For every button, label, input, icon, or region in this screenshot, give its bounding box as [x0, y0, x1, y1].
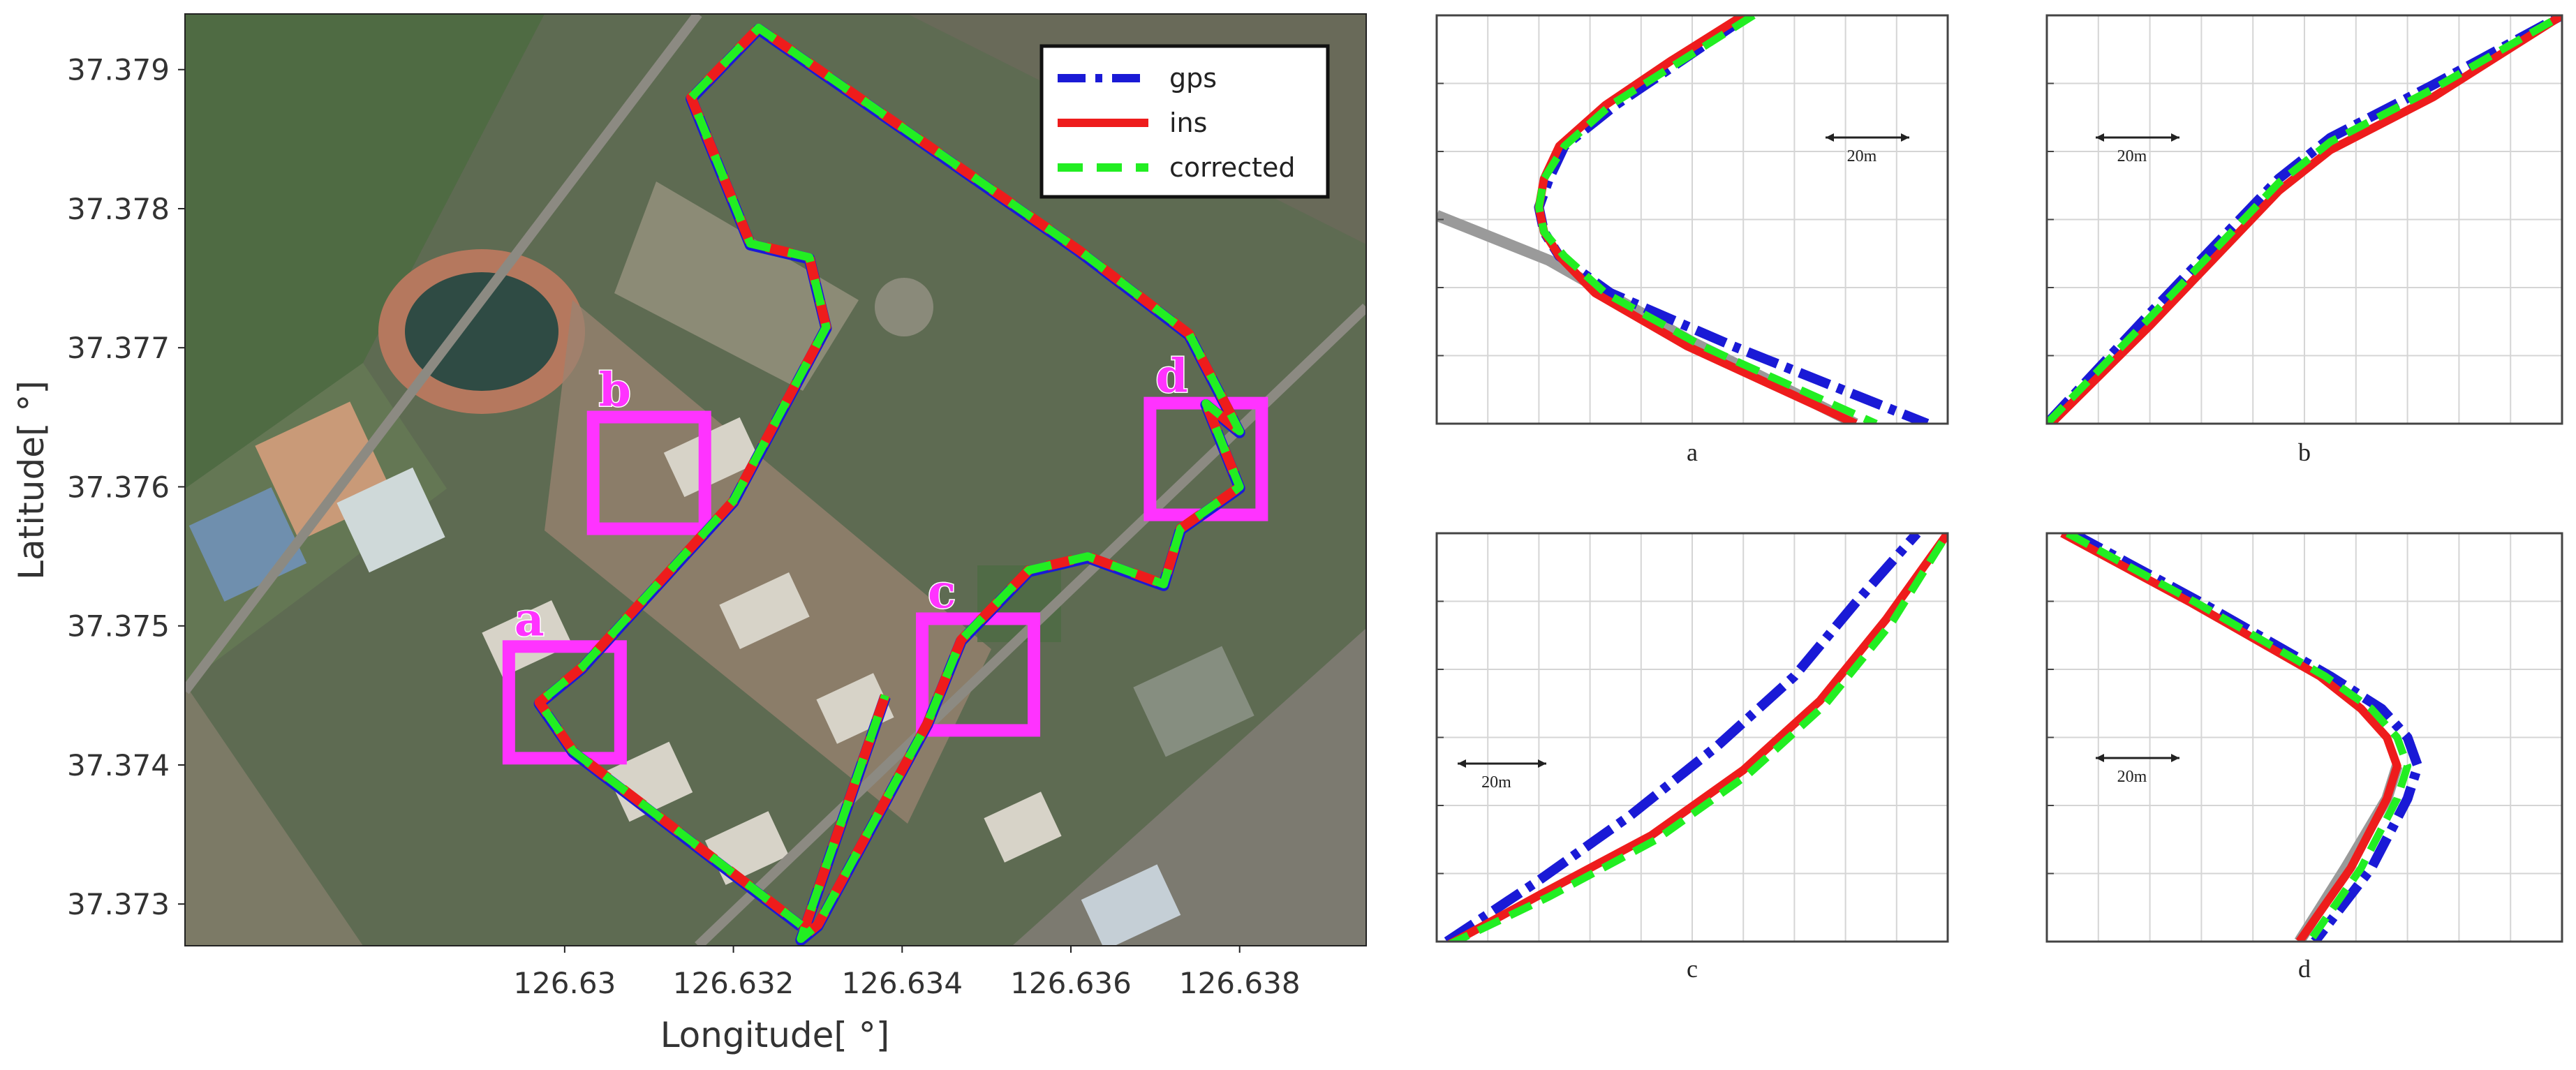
map-y-tick-label: 37.377	[67, 331, 170, 365]
map-route-lines	[533, 22, 1245, 946]
map-y-tick-label: 37.378	[67, 192, 170, 226]
map-y-tick-label: 37.375	[67, 609, 170, 644]
zoom-series-ins	[1445, 533, 1948, 942]
zoom-panels: 20m a 20m b 20m c 20m d	[1435, 14, 2563, 983]
satellite-background	[185, 14, 1366, 946]
map-series-corrected	[535, 23, 1244, 943]
scale-bar-arrow	[2171, 133, 2179, 142]
zoom-panel-label: c	[1687, 955, 1698, 983]
zoom-lines	[1444, 533, 1948, 942]
map-x-ticks: 126.63 126.632 126.634 126.636 126.638	[513, 946, 1301, 1000]
scale-bar-arrow	[2096, 754, 2104, 762]
scale-bar-arrow	[1458, 759, 1466, 768]
zone-label-c: c	[928, 564, 956, 618]
scale-bar-arrow	[2171, 754, 2179, 762]
legend-label-corrected: corrected	[1169, 152, 1296, 183]
zoom-panel-b: 20m b	[2045, 14, 2563, 466]
zoom-series-corrected	[1534, 15, 1878, 424]
legend-label-ins: ins	[1169, 107, 1207, 138]
zoom-panel-label: d	[2298, 955, 2311, 983]
map-x-tick-label: 126.632	[673, 966, 794, 1000]
zoom-series-corrected	[1446, 533, 1948, 942]
map-x-tick-label: 126.63	[513, 966, 616, 1000]
scale-bar-label: 20m	[2117, 768, 2147, 786]
zoom-panel-a: 20m a	[1435, 14, 1949, 466]
zone-labels: a b c d	[513, 348, 1189, 648]
zoom-series-ins	[2047, 15, 2562, 424]
map-y-tick-label: 37.373	[67, 887, 170, 921]
legend-label-gps: gps	[1169, 63, 1217, 94]
scale-bar-label: 20m	[1847, 147, 1877, 165]
scale-bar: 20m	[1458, 759, 1546, 792]
scale-bar-arrow	[1901, 133, 1909, 142]
map-x-axis-label: Longitude[ °]	[660, 1015, 890, 1055]
zone-box-a	[502, 640, 627, 765]
scale-bar: 20m	[2096, 133, 2179, 165]
map-x-tick-label: 126.638	[1179, 966, 1301, 1000]
scale-bar: 20m	[1826, 133, 1909, 165]
zone-label-a: a	[515, 592, 545, 646]
zoom-lines	[2060, 533, 2423, 942]
zone-label-b: b	[599, 363, 631, 417]
map-y-tick-label: 37.376	[67, 470, 170, 504]
map-y-tick-label: 37.374	[67, 748, 170, 782]
map-y-tick-label: 37.379	[67, 53, 170, 87]
scale-bar-label: 20m	[1481, 773, 1511, 792]
zoom-series-gps	[2070, 533, 2423, 942]
scale-bar: 20m	[2096, 754, 2179, 786]
scale-bar-arrow	[1538, 759, 1546, 768]
map-frame	[184, 13, 1367, 946]
map-x-tick-label: 126.636	[1010, 966, 1132, 1000]
zoom-lines	[2047, 15, 2562, 424]
legend: gps ins corrected	[1039, 44, 1330, 199]
map-x-tick-label: 126.634	[841, 966, 963, 1000]
zoom-series-corrected	[2065, 533, 2412, 942]
zoom-panel-d: 20m d	[2045, 532, 2563, 983]
scale-bar-arrow	[2096, 133, 2104, 142]
zone-label-d: d	[1155, 349, 1187, 403]
zoom-grid	[2047, 15, 2562, 424]
zone-box-b	[586, 410, 711, 535]
zoom-panel-c: 20m c	[1435, 532, 1949, 983]
scale-bar-label: 20m	[2117, 147, 2147, 165]
map-y-axis-label: Latitude[ °]	[11, 380, 52, 580]
zoom-series-gps	[1444, 533, 1921, 942]
zoom-panel-label: b	[2298, 438, 2311, 466]
zoom-lines	[1437, 15, 1930, 424]
zoom-panel-label: a	[1687, 438, 1698, 466]
zoom-series-corrected	[2047, 15, 2562, 424]
map-y-ticks: 37.373 37.374 37.375 37.376 37.377 37.378 37.3…	[67, 53, 185, 921]
scale-bar-arrow	[1826, 133, 1834, 142]
